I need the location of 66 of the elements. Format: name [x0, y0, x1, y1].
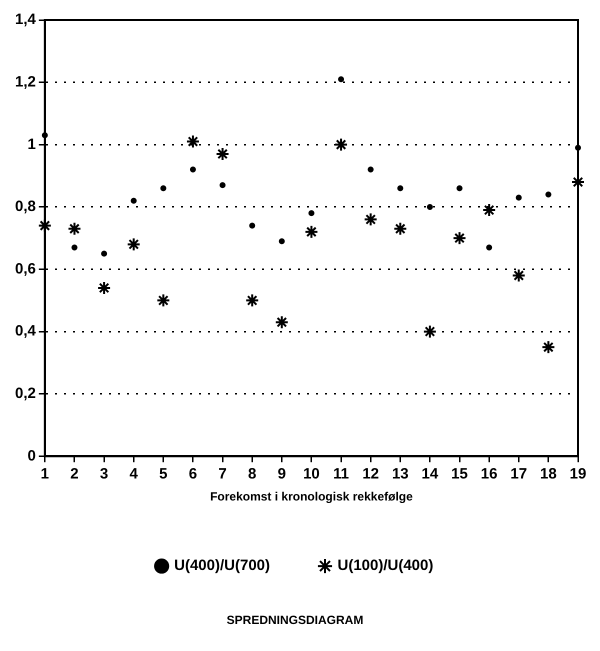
- point: [101, 250, 108, 257]
- point: [304, 224, 318, 239]
- point: [71, 244, 78, 250]
- x-tick-label: 12: [362, 465, 380, 482]
- point: [541, 340, 556, 354]
- x-tick-label: 8: [248, 465, 256, 482]
- y-tick-label: 0,6: [14, 260, 36, 278]
- point: [126, 237, 141, 252]
- point: [456, 185, 463, 192]
- x-tick-label: 10: [303, 465, 320, 482]
- y-tick-label: 1,4: [14, 11, 36, 28]
- point: [368, 166, 374, 173]
- x-axis-title: Forekomst i kronologisk rekkefølge: [210, 490, 414, 504]
- point: [397, 185, 404, 192]
- point: [216, 146, 230, 161]
- point: [156, 293, 170, 308]
- x-tick-label: 14: [422, 465, 439, 482]
- point: [130, 198, 137, 204]
- y-tick-label: 1,2: [14, 73, 36, 90]
- x-tick-label: 16: [480, 465, 498, 482]
- point: [516, 194, 522, 201]
- point: [278, 238, 285, 244]
- legend-label: U(400)/U(700): [174, 557, 270, 574]
- point: [426, 204, 433, 210]
- point: [545, 191, 552, 198]
- point: [364, 212, 378, 226]
- text: SPREDNINGSDIAGRAM: [226, 613, 364, 628]
- point: [249, 222, 256, 229]
- x-tick-label: 15: [451, 465, 468, 482]
- x-tick-label: 19: [570, 465, 586, 482]
- point: [334, 138, 348, 152]
- y-tick-label: 0: [28, 447, 36, 464]
- y-tick-label: 0,8: [14, 198, 36, 216]
- point: [422, 324, 437, 339]
- point: [486, 244, 492, 250]
- point: [67, 222, 82, 236]
- x-tick-label: 13: [392, 465, 409, 482]
- point: [482, 203, 496, 218]
- x-tick-label: 17: [510, 465, 528, 482]
- point: [393, 222, 408, 236]
- x-tick-label: 11: [333, 465, 349, 482]
- point: [38, 218, 52, 233]
- legend-label: U(100)/U(400): [338, 557, 434, 574]
- point: [338, 76, 344, 82]
- point: [160, 185, 166, 192]
- x-tick-label: 7: [218, 465, 227, 482]
- point: [186, 134, 200, 149]
- point: [245, 293, 260, 308]
- point: [512, 268, 526, 282]
- point: [190, 166, 196, 173]
- x-tick-label: 4: [130, 465, 139, 482]
- point: [274, 315, 289, 330]
- point: [452, 231, 467, 246]
- x-tick-label: 5: [159, 465, 168, 482]
- point: [220, 182, 226, 188]
- x-tick-label: 9: [278, 465, 286, 482]
- x-tick-label: 3: [100, 465, 108, 482]
- y-tick-label: 0,2: [14, 385, 36, 402]
- y-tick-label: 0,4: [14, 322, 36, 340]
- y-tick-label: 1: [28, 136, 36, 153]
- x-tick-label: 1: [40, 465, 50, 482]
- point: [97, 280, 112, 295]
- x-tick-label: 2: [70, 465, 79, 482]
- point: [308, 210, 314, 216]
- x-tick-label: 18: [540, 465, 557, 482]
- x-tick-label: 6: [188, 465, 198, 482]
